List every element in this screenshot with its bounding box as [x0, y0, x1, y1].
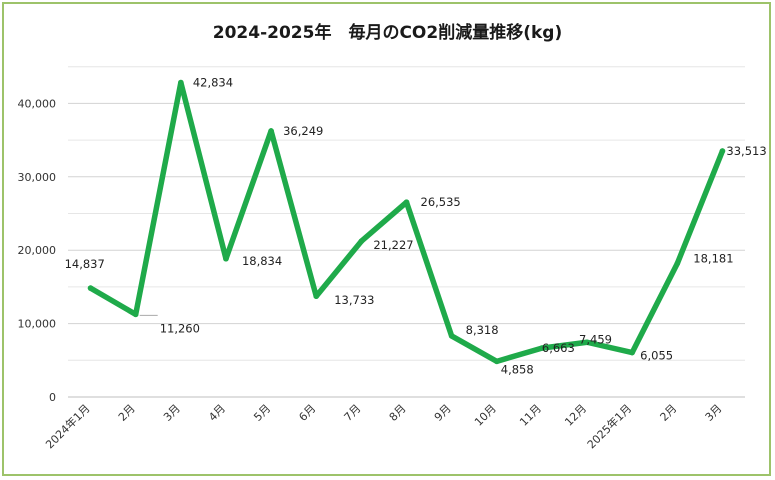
y-tick-label: 0	[49, 391, 56, 404]
y-tick-label: 30,000	[18, 171, 57, 184]
data-label: 4,858	[501, 362, 534, 376]
x-tick-label: 8月	[387, 402, 409, 424]
x-tick-label: 2月	[658, 402, 680, 424]
data-point	[403, 199, 410, 206]
data-label: 42,834	[193, 76, 233, 90]
x-tick-label: 6月	[296, 402, 318, 424]
x-tick-label: 9月	[432, 402, 454, 424]
data-label: 18,834	[242, 254, 282, 268]
data-label: 11,260	[160, 321, 200, 335]
y-tick-label: 20,000	[18, 244, 57, 257]
data-label: 13,733	[334, 293, 374, 307]
data-label: 6,663	[542, 341, 575, 355]
data-point	[358, 238, 365, 244]
data-point	[629, 349, 635, 356]
data-label: 6,055	[640, 349, 673, 363]
y-tick-label: 40,000	[18, 97, 57, 110]
data-label: 14,837	[65, 257, 105, 271]
data-point	[313, 293, 320, 299]
x-tick-label: 4月	[206, 402, 228, 424]
x-tick-label: 2月	[116, 402, 138, 424]
data-point	[493, 358, 500, 365]
x-tick-label: 5月	[251, 402, 273, 424]
data-point	[178, 79, 184, 86]
y-tick-label: 10,000	[18, 318, 57, 331]
x-tick-label: 10月	[472, 402, 499, 429]
x-tick-label: 2025年1月	[584, 401, 634, 451]
data-point	[584, 339, 590, 346]
x-tick-label: 3月	[703, 402, 725, 424]
data-point	[132, 311, 139, 318]
data-point	[87, 285, 94, 291]
x-tick-label: 7月	[342, 402, 364, 424]
x-tick-label: 12月	[562, 402, 589, 429]
data-label: 8,318	[466, 323, 499, 337]
data-point	[539, 345, 545, 351]
data-point	[268, 128, 274, 134]
series-line	[87, 79, 726, 365]
data-label: 18,181	[693, 252, 733, 266]
data-point	[223, 255, 229, 262]
data-label: 7,459	[579, 332, 612, 346]
chart-title: 2024-2025年 毎月のCO2削減量推移(kg)	[212, 23, 563, 43]
data-point	[448, 333, 455, 339]
x-tick-label: 2024年1月	[42, 401, 92, 451]
data-point	[674, 260, 681, 267]
data-point	[719, 148, 726, 154]
x-tick-label: 11月	[517, 402, 544, 429]
x-tick-label: 3月	[161, 402, 183, 424]
data-label: 33,513	[726, 144, 766, 158]
data-label: 36,249	[283, 124, 323, 138]
data-label: 21,227	[373, 238, 413, 252]
data-label: 26,535	[421, 195, 461, 209]
